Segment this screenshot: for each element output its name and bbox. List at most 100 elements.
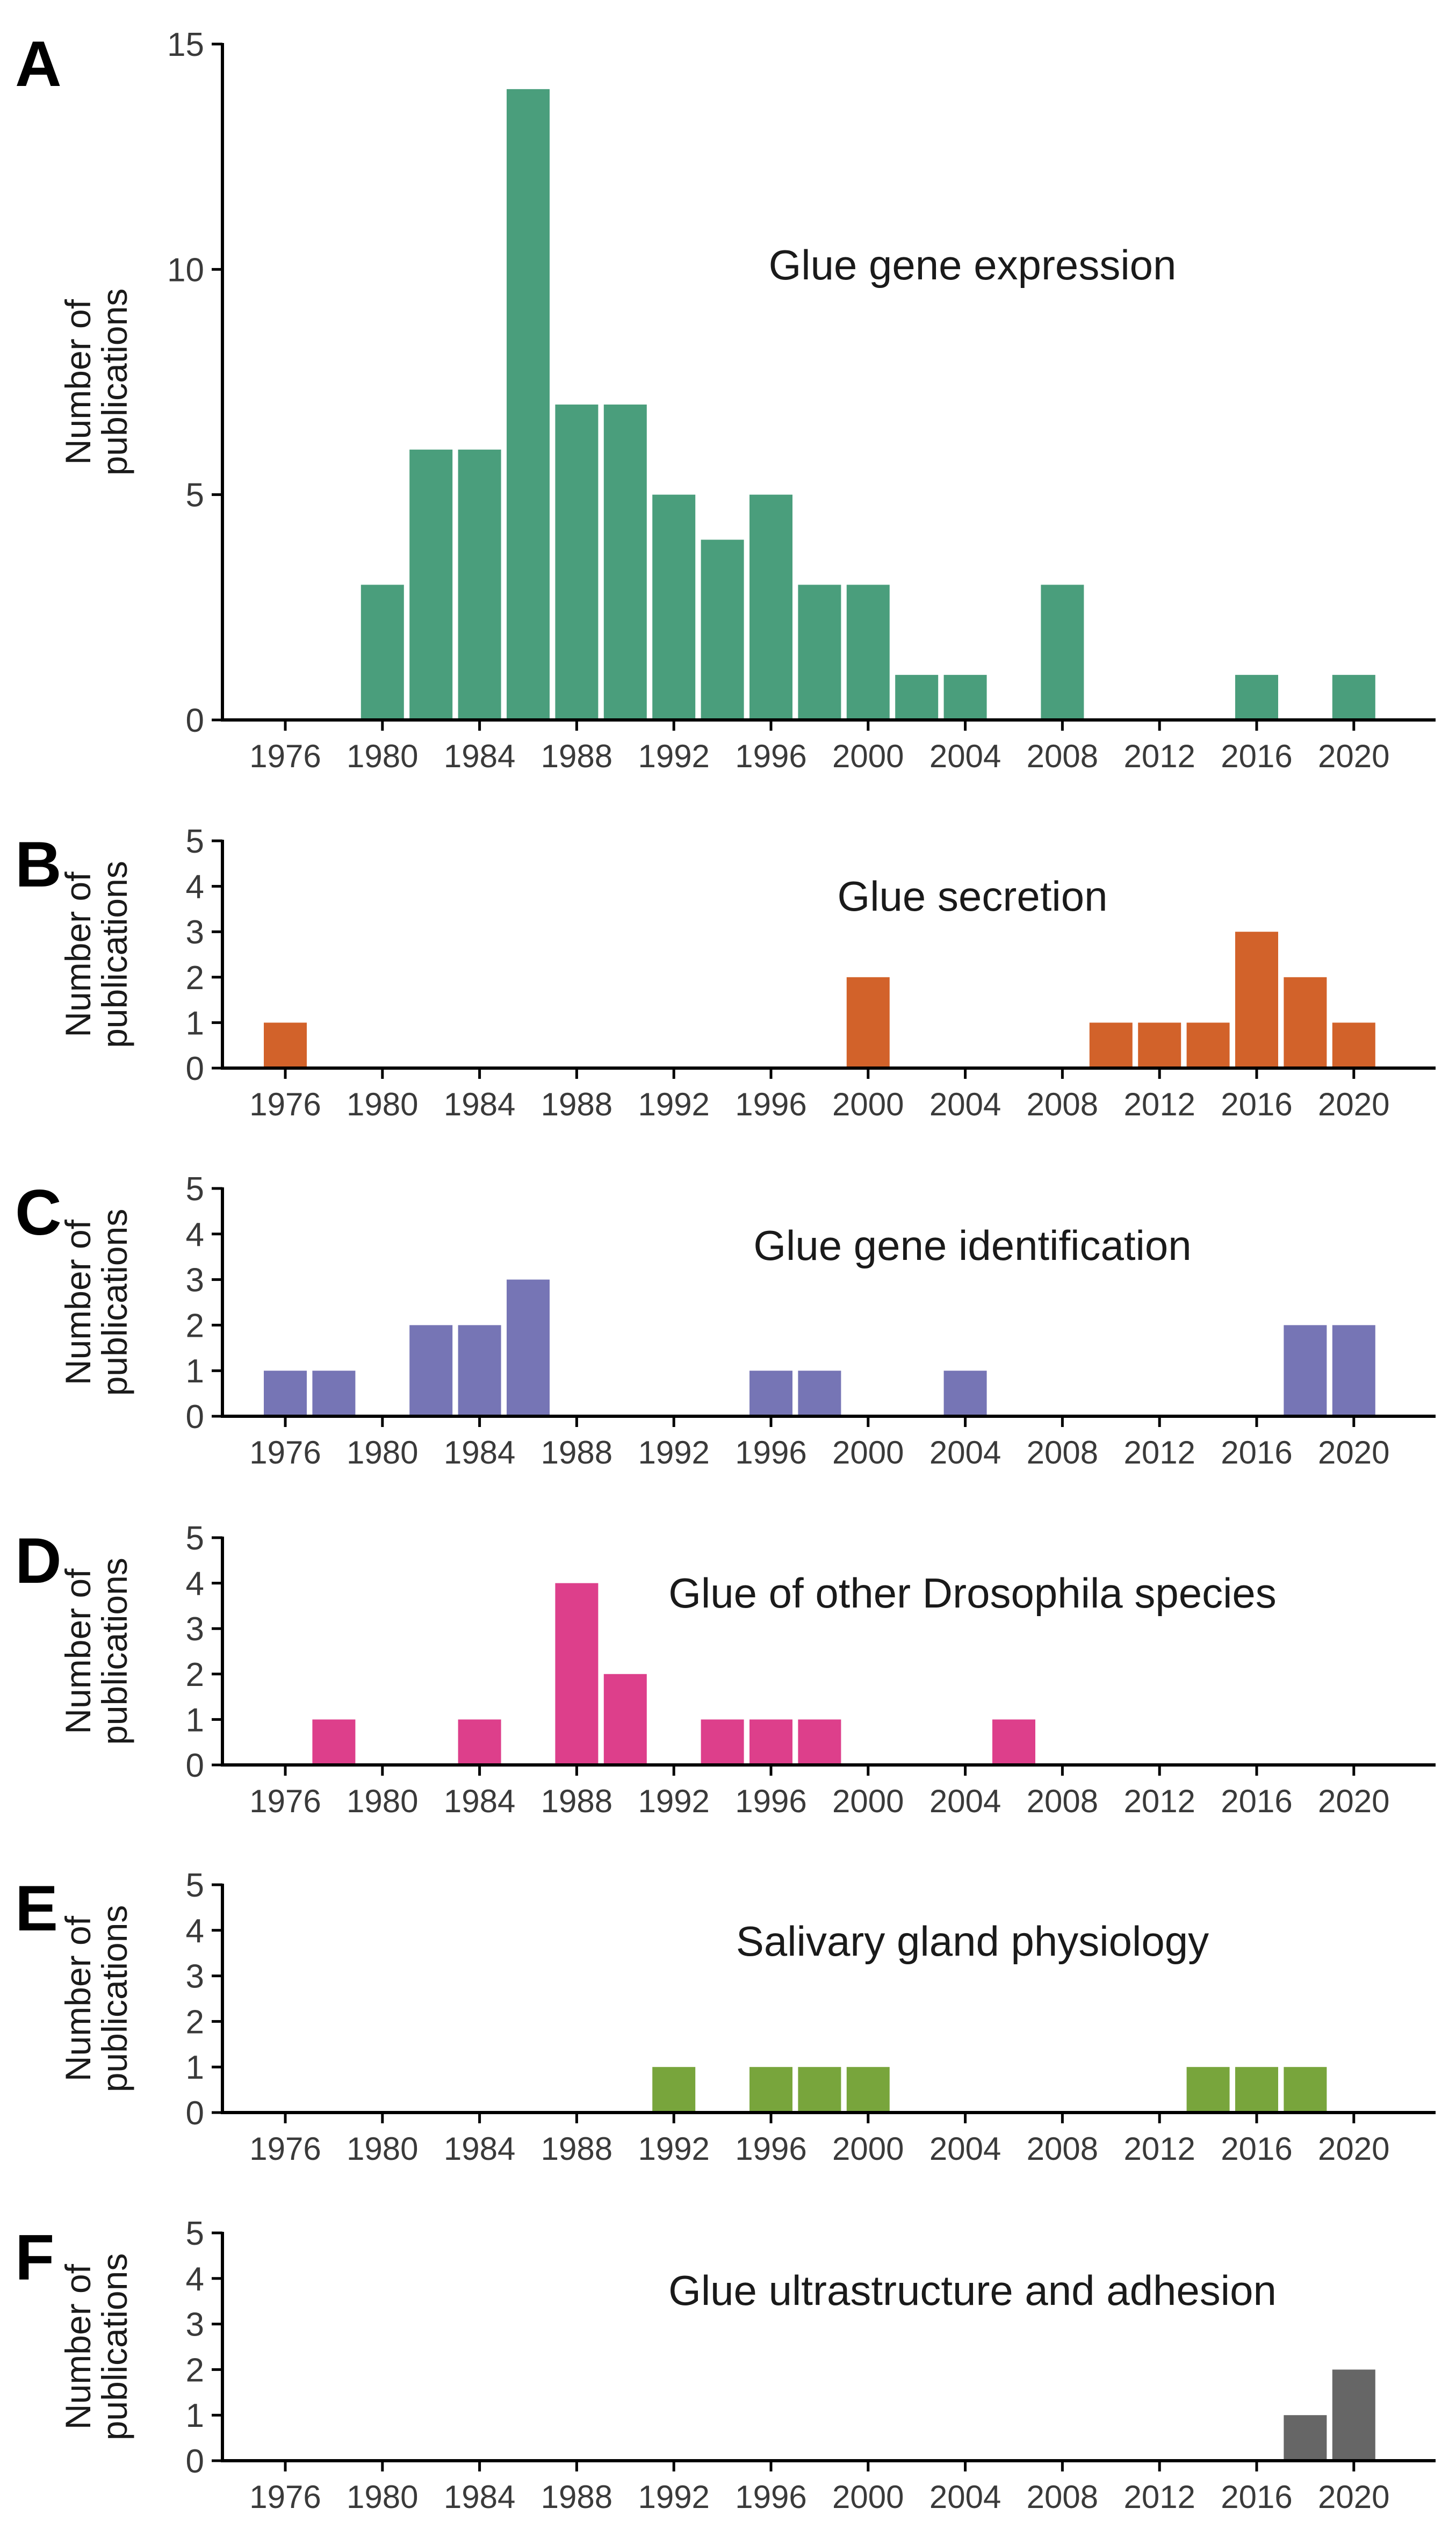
panel-b-ytick-label: 2 <box>186 960 204 997</box>
panel-f-bar-2020 <box>1332 2369 1375 2461</box>
panel-f-ytick-label: 5 <box>186 2215 204 2252</box>
panel-d-bar-2006 <box>992 1719 1035 1765</box>
panel-f-xtick-label: 1996 <box>735 2479 806 2515</box>
panel-f-xtick-label: 1980 <box>347 2479 418 2515</box>
panel-e-bar-2000 <box>846 2067 890 2113</box>
panel-a-xtick-label: 2016 <box>1221 738 1292 774</box>
panel-b-ytick-label: 4 <box>186 869 204 906</box>
panel-b-ylabel-line: publications <box>95 861 134 1048</box>
panel-b-xtick-label: 1976 <box>249 1086 321 1122</box>
panel-e-bar-1992 <box>652 2067 696 2113</box>
panel-e-letter: E <box>15 1872 58 1944</box>
panel-a-bar-1982 <box>409 449 453 720</box>
panel-b-ylabel-line: Number of <box>58 871 98 1037</box>
panel-b-bar-2014 <box>1186 1022 1230 1068</box>
panel-d-ylabel-line: publications <box>95 1558 134 1745</box>
panel-e-bar-1996 <box>749 2067 792 2113</box>
panel-d-xtick-label: 2004 <box>929 1783 1001 1819</box>
panel-d-ylabel-line: Number of <box>58 1568 98 1734</box>
panel-a-ylabel-line: publications <box>95 289 134 476</box>
panel-c-xtick-label: 1980 <box>347 1435 418 1471</box>
panel-f-ytick-label: 2 <box>186 2352 204 2389</box>
panel-e-ytick-label: 5 <box>186 1867 204 1904</box>
panel-e: 0 1 2 3 4 5 1976 1980 1984 1988 1992 1996 2000 2004 20… <box>15 1867 1436 2167</box>
panel-f-ylabel-line: publications <box>95 2253 134 2441</box>
panel-e-ytick-label: 1 <box>186 2049 204 2086</box>
panel-c: 0 1 2 3 4 5 1976 1980 1984 1988 1992 1996 2000 2004 20… <box>15 1171 1436 1471</box>
panel-b: 0 1 2 3 4 5 1976 1980 1984 1988 1992 1996 2000 2004 20… <box>15 823 1436 1122</box>
panel-a-xtick-label: 1984 <box>444 738 515 774</box>
panel-a-xtick-label: 2000 <box>832 738 904 774</box>
panel-a-bar-2008 <box>1041 585 1084 720</box>
panel-c-ytick-label: 4 <box>186 1216 204 1253</box>
panel-e-xtick-label: 1980 <box>347 2131 418 2167</box>
panel-b-bar-2010 <box>1089 1022 1133 1068</box>
panel-c-xtick-label: 1976 <box>249 1435 321 1471</box>
panel-f-title: Glue ultrastructure and adhesion <box>668 2267 1277 2314</box>
panel-b-bar-2016 <box>1235 932 1278 1068</box>
panel-e-xtick-label: 1996 <box>735 2131 806 2167</box>
panel-e-ytick-label: 2 <box>186 2003 204 2041</box>
panel-b-xtick-label: 2012 <box>1123 1086 1195 1122</box>
panel-c-bar-1976 <box>264 1371 307 1416</box>
panel-a-xtick-label: 1980 <box>347 738 418 774</box>
panel-b-bar-2000 <box>846 977 890 1068</box>
panel-d-ytick-label: 2 <box>186 1656 204 1693</box>
panel-a-xtick-label: 2004 <box>929 738 1001 774</box>
panel-e-xtick-label: 1984 <box>444 2131 515 2167</box>
panel-b-ytick-label: 3 <box>186 914 204 951</box>
panel-d-xtick-label: 1996 <box>735 1783 806 1819</box>
panel-a-bar-1984 <box>458 449 501 720</box>
panel-f-ytick-label: 4 <box>186 2261 204 2298</box>
panel-e-xtick-label: 1992 <box>638 2131 709 2167</box>
panel-a-letter: A <box>15 28 62 100</box>
panel-b-title: Glue secretion <box>838 873 1108 920</box>
panel-a-xtick-label: 2012 <box>1123 738 1195 774</box>
panel-c-xtick-label: 2004 <box>929 1435 1001 1471</box>
panel-a-bar-2002 <box>895 675 939 720</box>
panel-a-ytick-label: 15 <box>167 26 204 63</box>
panel-c-xtick-label: 2008 <box>1027 1435 1098 1471</box>
panel-e-xtick-label: 1976 <box>249 2131 321 2167</box>
panel-a-bar-2020 <box>1332 675 1375 720</box>
panel-d-xtick-label: 1984 <box>444 1783 515 1819</box>
panel-a-bar-1986 <box>507 89 550 720</box>
panel-f-letter: F <box>15 2222 54 2294</box>
panel-e-ytick-label: 3 <box>186 1958 204 1995</box>
panel-c-xtick-label: 1996 <box>735 1435 806 1471</box>
panel-f-xtick-label: 2016 <box>1221 2479 1292 2515</box>
panel-d-ytick-label: 0 <box>186 1747 204 1784</box>
panel-f-ytick-label: 1 <box>186 2397 204 2434</box>
panel-d-bar-1996 <box>749 1719 792 1765</box>
panel-b-ytick-label: 5 <box>186 823 204 860</box>
panel-a-xtick-label: 1992 <box>638 738 709 774</box>
panel-c-bar-2004 <box>943 1371 987 1416</box>
panel-f-xtick-label: 2008 <box>1027 2479 1098 2515</box>
panel-b-xtick-label: 1996 <box>735 1086 806 1122</box>
panel-f-xtick-label: 1976 <box>249 2479 321 2515</box>
panel-b-xtick-label: 2004 <box>929 1086 1001 1122</box>
panel-c-bar-2020 <box>1332 1325 1375 1416</box>
panel-f-xtick-label: 2020 <box>1318 2479 1389 2515</box>
panel-f-bar-2018 <box>1284 2415 1327 2461</box>
panel-d-xtick-label: 1976 <box>249 1783 321 1819</box>
panel-a: 0 5 10 15 1976 1980 1984 1988 1992 1996 2000 2004 20… <box>15 26 1436 774</box>
panel-a-xtick-label: 2020 <box>1318 738 1389 774</box>
panel-d-xtick-label: 1992 <box>638 1783 709 1819</box>
panel-d-ytick-label: 3 <box>186 1611 204 1648</box>
panel-d-bar-1990 <box>603 1674 647 1765</box>
panel-d: 0 1 2 3 4 5 1976 1980 1984 1988 1992 1996 2000 2004 20… <box>15 1520 1436 1819</box>
panel-a-bar-2000 <box>846 585 890 720</box>
panel-c-ylabel-line: Number of <box>58 1219 98 1385</box>
panel-a-xtick-label: 1996 <box>735 738 806 774</box>
panel-a-bar-1988 <box>555 404 599 720</box>
panel-f: 0 1 2 3 4 5 1976 1980 1984 1988 1992 1996 2000 2004 20… <box>15 2215 1436 2515</box>
panel-d-xtick-label: 2008 <box>1027 1783 1098 1819</box>
panel-e-xtick-label: 2004 <box>929 2131 1001 2167</box>
panel-b-ytick-label: 0 <box>186 1050 204 1087</box>
panel-b-xtick-label: 1980 <box>347 1086 418 1122</box>
panel-a-bar-1980 <box>361 585 404 720</box>
panel-e-xtick-label: 2000 <box>832 2131 904 2167</box>
panel-f-xtick-label: 1988 <box>541 2479 612 2515</box>
panel-b-bar-1976 <box>264 1022 307 1068</box>
